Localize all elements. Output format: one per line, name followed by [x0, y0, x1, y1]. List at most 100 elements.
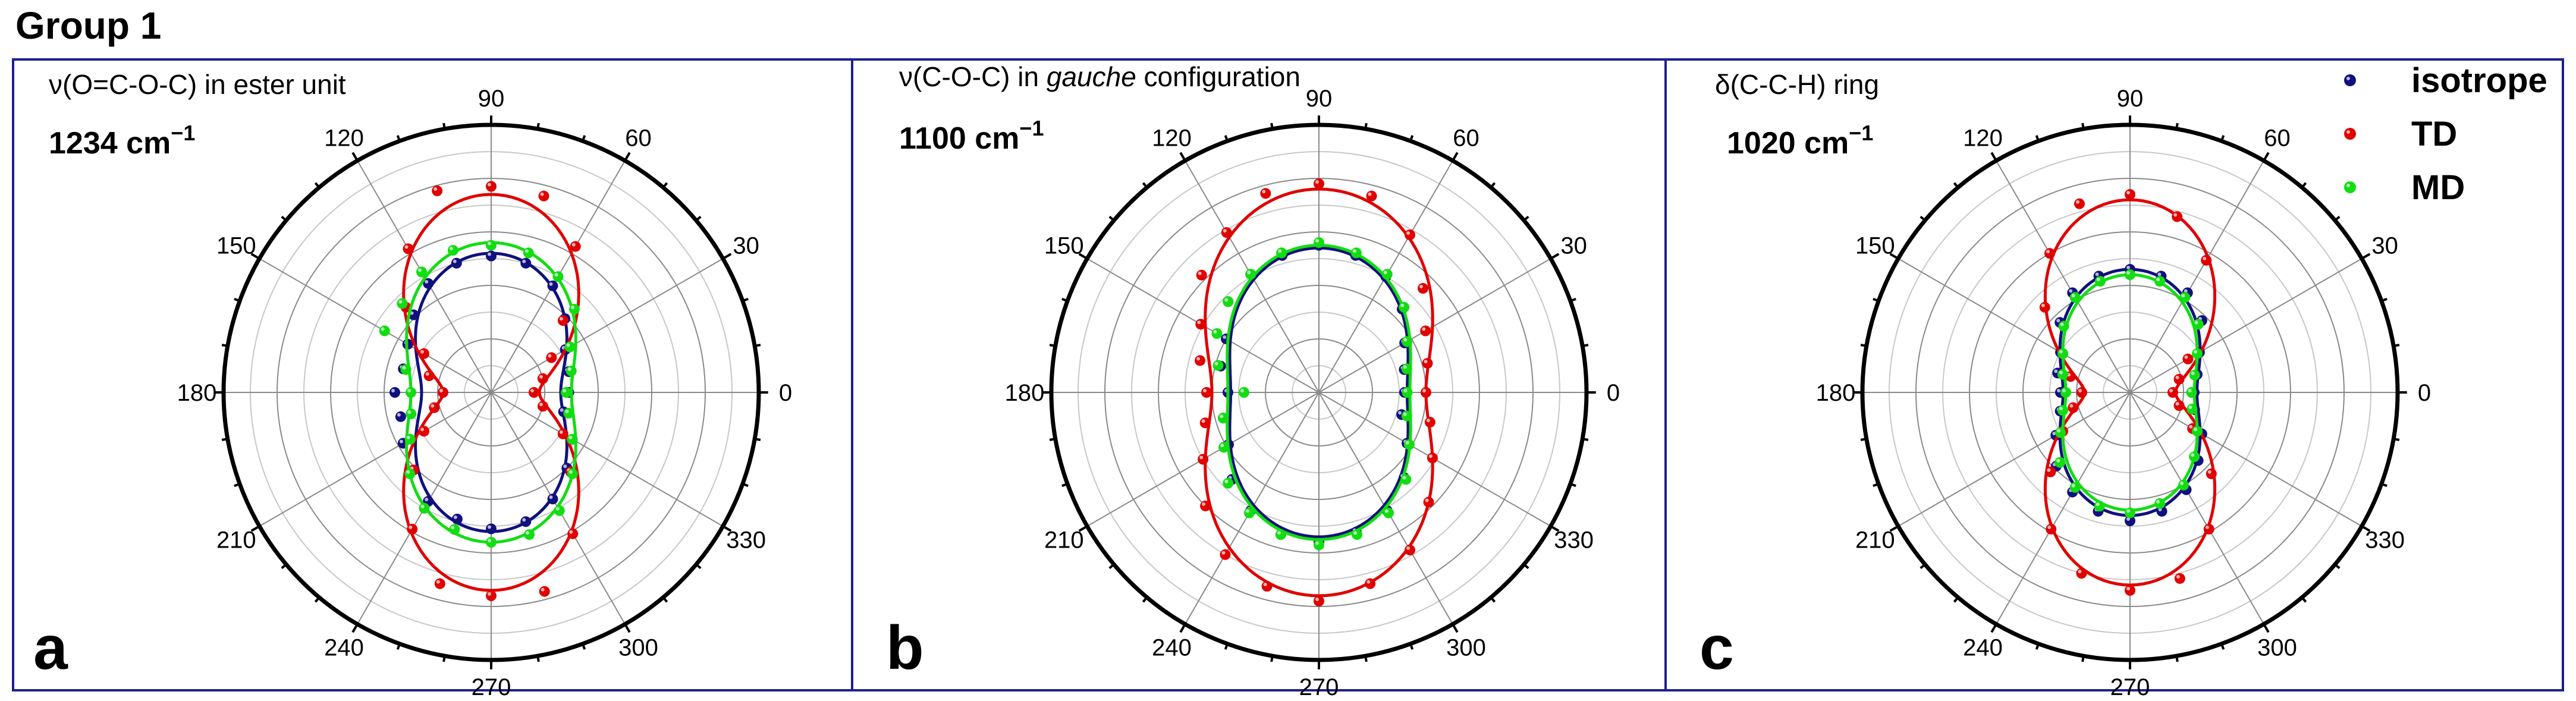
- point-highlight: [1366, 580, 1371, 584]
- chart-title: δ(C-C-H) ring: [1715, 69, 1879, 100]
- data-point-MD: [552, 271, 564, 282]
- figure-title: Group 1: [15, 4, 162, 47]
- data-point-TD: [1200, 500, 1211, 511]
- angle-tick: [1142, 596, 1148, 603]
- angle-tick: [2301, 596, 2307, 603]
- data-point-TD: [2074, 198, 2085, 209]
- data-point-TD: [407, 523, 418, 535]
- angle-tick-label: 270: [472, 674, 511, 700]
- data-point-MD: [523, 247, 534, 259]
- angle-tick: [2220, 135, 2225, 142]
- angle-tick: [1452, 623, 1459, 633]
- angle-tick: [250, 253, 260, 260]
- data-point-MD: [2058, 320, 2069, 332]
- data-point-TD: [418, 348, 429, 359]
- point-highlight: [549, 495, 553, 499]
- point-highlight: [1383, 271, 1387, 275]
- point-highlight: [1199, 455, 1204, 460]
- point-highlight: [2194, 320, 2198, 325]
- point-highlight: [568, 470, 573, 474]
- angular-gridline: [2129, 392, 2264, 625]
- data-point-MD: [1218, 442, 1230, 453]
- point-highlight: [2173, 213, 2178, 217]
- data-point-MD: [2189, 369, 2200, 381]
- legend-marker-TD: [2344, 128, 2356, 140]
- data-point-MD: [406, 408, 417, 420]
- point-highlight: [1201, 419, 1205, 423]
- point-highlight: [1263, 582, 1267, 586]
- angle-tick: [2361, 253, 2371, 260]
- angle-tick: [221, 438, 228, 441]
- title-part: δ(C-C-H) ring: [1715, 69, 1879, 100]
- point-highlight: [2194, 350, 2198, 354]
- data-point-MD: [416, 266, 427, 278]
- data-point-MD: [1402, 336, 1413, 347]
- legend-marker-MD: [2344, 181, 2356, 193]
- angle-tick: [2334, 563, 2341, 570]
- point-highlight: [563, 464, 567, 469]
- point-highlight: [2047, 468, 2051, 472]
- data-point-MD: [1401, 363, 1412, 375]
- data-point-TD: [1366, 190, 1377, 202]
- data-point-MD: [2125, 269, 2135, 280]
- angle-tick: [1889, 525, 1899, 532]
- point-highlight: [1262, 190, 1266, 194]
- point-highlight: [2096, 278, 2100, 282]
- data-point-MD: [406, 387, 416, 398]
- angle-tick: [582, 643, 586, 650]
- angle-tick-label: 240: [324, 635, 364, 661]
- point-highlight: [2046, 250, 2050, 254]
- point-highlight: [2184, 289, 2188, 293]
- angle-tick: [1078, 253, 1088, 260]
- angular-gridline: [2129, 258, 2363, 393]
- point-highlight: [406, 435, 410, 439]
- point-highlight: [1425, 498, 1429, 502]
- data-point-MD: [486, 537, 497, 548]
- angle-tick: [2263, 623, 2270, 633]
- point-highlight: [2126, 517, 2130, 521]
- point-highlight: [2041, 303, 2045, 307]
- data-point-isotrope: [451, 257, 462, 269]
- angle-tick: [536, 122, 540, 130]
- point-highlight: [2169, 389, 2173, 392]
- data-point-MD: [1223, 296, 1234, 307]
- data-point-MD: [561, 387, 571, 398]
- point-highlight: [2056, 319, 2060, 323]
- point-highlight: [571, 243, 576, 247]
- point-highlight: [549, 282, 553, 286]
- title-part: ν(C-O-C) in: [899, 61, 1047, 92]
- point-highlight: [1223, 229, 1227, 233]
- angle-tick: [1953, 182, 1959, 188]
- point-highlight: [2184, 355, 2188, 359]
- panel-label: a: [33, 614, 68, 683]
- angle-tick-label: 270: [2110, 674, 2150, 700]
- data-point-TD: [567, 528, 579, 539]
- data-point-TD: [2173, 373, 2185, 385]
- data-point-isotrope: [547, 280, 558, 291]
- point-highlight: [560, 408, 564, 412]
- point-highlight: [2126, 191, 2130, 194]
- point-highlight: [2156, 499, 2160, 504]
- point-highlight: [2075, 200, 2079, 204]
- data-point-TD: [2076, 568, 2087, 579]
- point-highlight: [548, 354, 552, 358]
- point-highlight: [433, 187, 438, 191]
- point-highlight: [2059, 350, 2063, 354]
- angle-tick-label: 210: [1855, 527, 1895, 554]
- angle-tick: [2301, 182, 2307, 188]
- data-point-TD: [1260, 188, 1271, 199]
- data-point-TD: [2167, 387, 2178, 398]
- data-point-MD: [1314, 539, 1324, 551]
- point-highlight: [1224, 479, 1229, 483]
- angular-gridline: [1996, 392, 2131, 625]
- point-highlight: [453, 515, 457, 519]
- wavenumber-label: 1100 cm−1: [899, 116, 1044, 156]
- angle-tick: [695, 215, 702, 222]
- data-point-TD: [1422, 358, 1433, 369]
- legend-label-MD: MD: [2411, 168, 2465, 207]
- angle-tick: [742, 483, 749, 488]
- point-highlight: [1202, 502, 1206, 506]
- point-highlight: [397, 413, 401, 417]
- point-highlight: [2346, 184, 2350, 187]
- point-highlight: [1398, 411, 1402, 415]
